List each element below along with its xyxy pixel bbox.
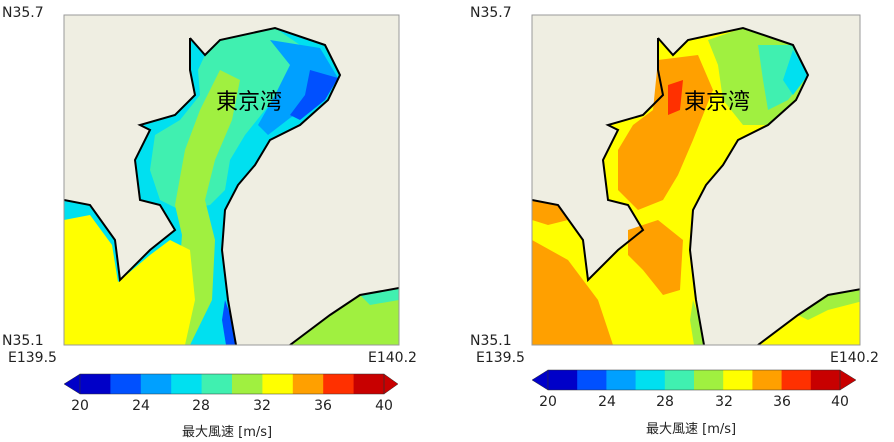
colorbar-cell (781, 370, 812, 390)
colorbar-tick: 20 (71, 398, 89, 414)
colorbar-tick: 36 (773, 394, 791, 410)
colorbar-cell (548, 370, 578, 390)
colorbar-left (63, 373, 399, 395)
colorbar-cell (606, 370, 637, 390)
tokyo-bay-label: 東京湾 (684, 90, 751, 115)
longitude-left-label: E139.5 (8, 350, 57, 366)
colorbar-tick: 28 (656, 394, 674, 410)
latitude-top-label: N35.7 (2, 5, 44, 21)
colorbar-cell (723, 370, 753, 390)
colorbar-tick: 24 (132, 398, 150, 414)
longitude-right-label: E140.2 (368, 350, 417, 366)
colorbar-tick: 32 (253, 398, 271, 414)
colorbar-cell (262, 374, 294, 394)
colorbar-cell (694, 370, 724, 390)
sea-wind-field (532, 28, 860, 345)
latitude-bottom-label: N35.1 (2, 333, 44, 349)
colorbar-cell (110, 374, 142, 394)
colorbar-cell (577, 370, 607, 390)
colorbar-tick: 40 (831, 394, 849, 410)
colorbar-tick: 36 (314, 398, 332, 414)
colorbar-cell (664, 370, 695, 390)
colorbar-cell (810, 370, 841, 390)
map-panel-right: N35.7 N35.1 E139.5 E140.2 東京湾 20 24 28 3… (468, 0, 894, 442)
tokyo-bay-label: 東京湾 (216, 90, 283, 115)
colorbar-tick: 24 (598, 394, 616, 410)
map-panel-left: N35.7 N35.1 E139.5 E140.2 東京湾 20 24 28 3… (0, 0, 440, 442)
colorbar-cell (353, 374, 385, 394)
colorbar-title: 最大風速 [m/s] (182, 425, 273, 440)
colorbar-tick: 28 (192, 398, 210, 414)
colorbar-cell (635, 370, 666, 390)
colorbar-cell (752, 370, 783, 390)
latitude-bottom-label: N35.1 (470, 333, 512, 349)
colorbar-cell (171, 374, 203, 394)
latitude-top-label: N35.7 (470, 5, 512, 21)
wind-map-right (531, 14, 861, 391)
colorbar-right (531, 369, 857, 391)
colorbar-cell (80, 374, 111, 394)
longitude-left-label: E139.5 (476, 350, 525, 366)
colorbar-cell (232, 374, 263, 394)
colorbar-cell (201, 374, 233, 394)
colorbar-title: 最大風速 [m/s] (646, 422, 737, 437)
colorbar-tick: 32 (715, 394, 733, 410)
colorbar-cell (140, 374, 172, 394)
colorbar-cell (292, 374, 324, 394)
longitude-right-label: E140.2 (830, 350, 879, 366)
colorbar-tick: 40 (375, 398, 393, 414)
colorbar-tick: 20 (539, 394, 557, 410)
colorbar-cell (323, 374, 355, 394)
wind-map-left (63, 14, 400, 395)
sea-wind-field (64, 28, 399, 345)
